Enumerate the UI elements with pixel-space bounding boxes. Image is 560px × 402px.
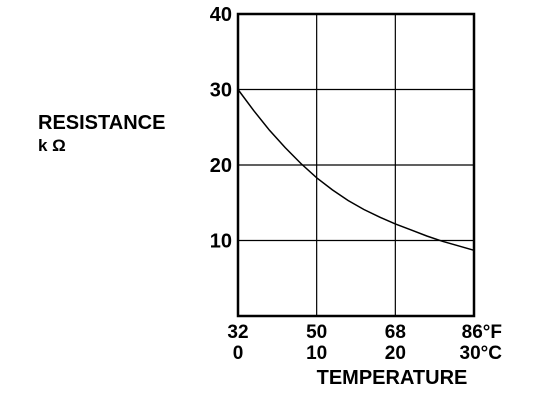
plot-frame bbox=[236, 12, 476, 318]
x-tick-label-celsius: 30°C bbox=[460, 343, 503, 364]
y-tick-label: 10 bbox=[210, 231, 232, 253]
x-tick-label-fahrenheit: 32 bbox=[227, 322, 248, 343]
x-tick-label-fahrenheit: 68 bbox=[385, 322, 406, 343]
x-axis-label: TEMPERATURE bbox=[317, 367, 468, 389]
x-tick-label-fahrenheit: 86°F bbox=[462, 322, 502, 343]
y-tick-label: 30 bbox=[210, 80, 232, 102]
x-tick-label-celsius: 20 bbox=[385, 343, 406, 364]
x-tick-label-celsius: 10 bbox=[306, 343, 327, 364]
y-axis-label-line2: k Ω bbox=[38, 136, 66, 155]
grid-lines bbox=[238, 14, 474, 316]
y-tick-labels: 10 20 30 40 bbox=[210, 4, 232, 253]
series-line-resistance bbox=[237, 89, 475, 252]
x-tick-label-celsius: 0 bbox=[233, 343, 244, 364]
y-tick-label: 20 bbox=[210, 155, 232, 177]
x-tick-label-fahrenheit: 50 bbox=[306, 322, 327, 343]
y-axis-label-line1: RESISTANCE bbox=[38, 112, 165, 134]
y-tick-label: 40 bbox=[210, 4, 232, 26]
